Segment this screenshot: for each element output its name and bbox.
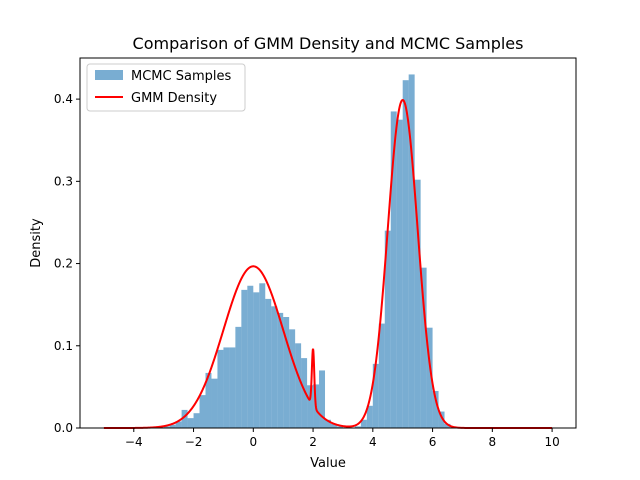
x-axis-ticks: −4 −2 0 2 4 6 8 10 bbox=[125, 428, 560, 449]
histogram-bar bbox=[408, 74, 415, 428]
histogram-bar bbox=[414, 179, 421, 428]
y-tick-label: 0.4 bbox=[54, 92, 73, 106]
legend-swatch-mcmc bbox=[95, 70, 123, 80]
gmm-density-line bbox=[103, 98, 553, 429]
plot-area bbox=[103, 74, 553, 429]
histogram-bar bbox=[205, 372, 212, 428]
y-tick-label: 0.3 bbox=[54, 174, 73, 188]
histogram-bar bbox=[193, 413, 200, 428]
x-tick-label: 10 bbox=[544, 435, 559, 449]
histogram-bar bbox=[259, 283, 266, 428]
legend: MCMC Samples GMM Density bbox=[86, 63, 246, 112]
histogram-bar bbox=[163, 426, 170, 428]
histogram-bar bbox=[396, 119, 403, 429]
y-tick-label: 0.0 bbox=[54, 421, 73, 435]
histogram-bar bbox=[360, 419, 367, 428]
histogram-bar bbox=[390, 111, 397, 428]
x-tick-label: 4 bbox=[369, 435, 377, 449]
y-axis-ticks: 0.0 0.1 0.2 0.3 0.4 bbox=[54, 92, 80, 435]
legend-label-gmm: GMM Density bbox=[131, 91, 217, 106]
histogram-bar bbox=[271, 306, 278, 428]
histogram-bar bbox=[169, 424, 176, 428]
histogram-bar bbox=[372, 363, 379, 428]
histogram-bar bbox=[330, 423, 337, 428]
histogram-bar bbox=[223, 347, 230, 428]
x-tick-label: 0 bbox=[249, 435, 257, 449]
histogram-bar bbox=[301, 358, 308, 428]
histogram-bar bbox=[187, 418, 194, 428]
histogram-bar bbox=[295, 343, 302, 428]
y-tick-label: 0.2 bbox=[54, 257, 73, 271]
histogram-bar bbox=[325, 419, 331, 428]
histogram-bar bbox=[444, 423, 451, 428]
histogram-bar bbox=[283, 317, 290, 428]
x-tick-label: −2 bbox=[185, 435, 203, 449]
histogram-bar bbox=[366, 405, 373, 428]
histogram-bar bbox=[307, 385, 314, 428]
histogram-bar bbox=[402, 80, 409, 428]
plot-frame bbox=[79, 57, 577, 429]
histogram-bar bbox=[253, 292, 260, 428]
histogram-bar bbox=[247, 285, 254, 428]
x-axis-label: Value bbox=[310, 456, 346, 471]
histogram-bar bbox=[211, 378, 218, 428]
histogram-bar bbox=[354, 426, 361, 428]
y-axis-label: Density bbox=[29, 218, 44, 268]
histogram-bar bbox=[265, 298, 272, 428]
legend-label-mcmc: MCMC Samples bbox=[131, 69, 231, 84]
y-tick-label: 0.1 bbox=[54, 339, 73, 353]
histogram-bar bbox=[175, 421, 182, 428]
histogram-bar bbox=[426, 327, 433, 428]
histogram-bar bbox=[438, 411, 445, 428]
histogram-bars bbox=[163, 74, 451, 429]
histogram-bar bbox=[420, 267, 427, 428]
histogram-bar bbox=[378, 323, 385, 428]
histogram-bar bbox=[181, 409, 188, 428]
legend-box bbox=[86, 63, 246, 112]
histogram-bar bbox=[277, 312, 284, 428]
histogram-bar bbox=[217, 349, 224, 428]
chart-title: Comparison of GMM Density and MCMC Sampl… bbox=[133, 34, 524, 53]
x-tick-label: 2 bbox=[309, 435, 317, 449]
histogram-bar bbox=[336, 426, 343, 428]
histogram-bar bbox=[432, 391, 439, 428]
histogram-bar bbox=[289, 329, 296, 428]
x-tick-label: 6 bbox=[429, 435, 437, 449]
x-tick-label: 8 bbox=[489, 435, 497, 449]
histogram-bar bbox=[235, 326, 242, 428]
x-tick-label: −4 bbox=[125, 435, 143, 449]
histogram-bar bbox=[241, 289, 248, 428]
histogram-bar bbox=[384, 230, 391, 428]
histogram-bar bbox=[319, 370, 326, 428]
histogram-bar bbox=[199, 395, 206, 428]
histogram-bar bbox=[229, 347, 236, 428]
